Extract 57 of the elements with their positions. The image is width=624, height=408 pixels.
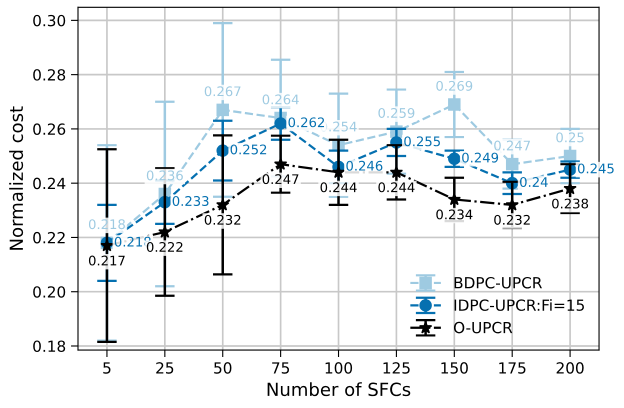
data-label: 0.246 <box>346 160 382 171</box>
x-axis-title: Number of SFCs <box>268 382 410 396</box>
y-tick-label: 0.20 <box>33 286 66 298</box>
data-label: 0.247 <box>262 174 298 184</box>
point <box>332 165 346 178</box>
point <box>158 225 172 238</box>
x-tick-label: 25 <box>156 362 174 374</box>
data-label: 0.269 <box>436 80 472 91</box>
x-tick-label: 5 <box>103 362 110 374</box>
point <box>448 192 461 206</box>
point <box>448 98 461 111</box>
data-label: 0.217 <box>88 256 125 266</box>
legend-label: O-UPCR <box>454 322 512 334</box>
y-tick-label: 0.30 <box>33 14 66 26</box>
point <box>216 104 229 116</box>
legend-label: BDPC-UPCR <box>454 276 542 289</box>
data-label: 0.25 <box>556 132 584 142</box>
data-label: 0.232 <box>494 214 530 225</box>
x-tick-label: 100 <box>326 362 352 374</box>
x-tick-label: 150 <box>441 362 468 374</box>
x-tick-label: 75 <box>272 362 290 374</box>
data-label: 0.249 <box>462 152 498 163</box>
y-tick-label: 0.24 <box>33 178 66 190</box>
point <box>274 117 287 130</box>
point <box>563 182 577 194</box>
point <box>274 157 288 170</box>
data-label: 0.264 <box>262 94 299 104</box>
x-tick-label: 50 <box>214 362 232 374</box>
data-label: 0.244 <box>378 182 415 192</box>
x-tick-label: 175 <box>499 362 526 374</box>
legend-label: IDPC-UPCR:Fi=15 <box>454 299 584 311</box>
y-tick-label: 0.26 <box>33 123 66 135</box>
data-label: 0.252 <box>230 144 266 154</box>
data-label: 0.247 <box>494 140 530 151</box>
data-label: 0.218 <box>88 219 125 230</box>
data-label: 0.255 <box>404 136 440 146</box>
data-label: 0.267 <box>204 86 240 96</box>
data-label: 0.236 <box>146 170 183 180</box>
data-label: 0.245 <box>578 163 614 174</box>
x-tick-label: 125 <box>384 362 410 374</box>
y-axis-title: Normalized cost <box>9 106 24 250</box>
point <box>390 165 404 178</box>
y-tick-label: 0.28 <box>33 69 66 81</box>
point <box>216 198 230 211</box>
x-tick-label: 200 <box>556 362 584 374</box>
y-tick-label: 0.18 <box>33 340 66 352</box>
point <box>448 152 461 166</box>
data-label: 0.233 <box>172 196 208 206</box>
data-label: 0.234 <box>436 209 472 220</box>
point <box>506 158 518 170</box>
data-label: 0.232 <box>204 214 240 225</box>
data-label: 0.244 <box>320 182 357 192</box>
y-tick-label: 0.22 <box>33 232 65 244</box>
data-label: 0.259 <box>378 108 414 118</box>
point <box>506 198 519 211</box>
data-label: 0.24 <box>520 177 548 188</box>
data-label: 0.238 <box>552 198 588 209</box>
